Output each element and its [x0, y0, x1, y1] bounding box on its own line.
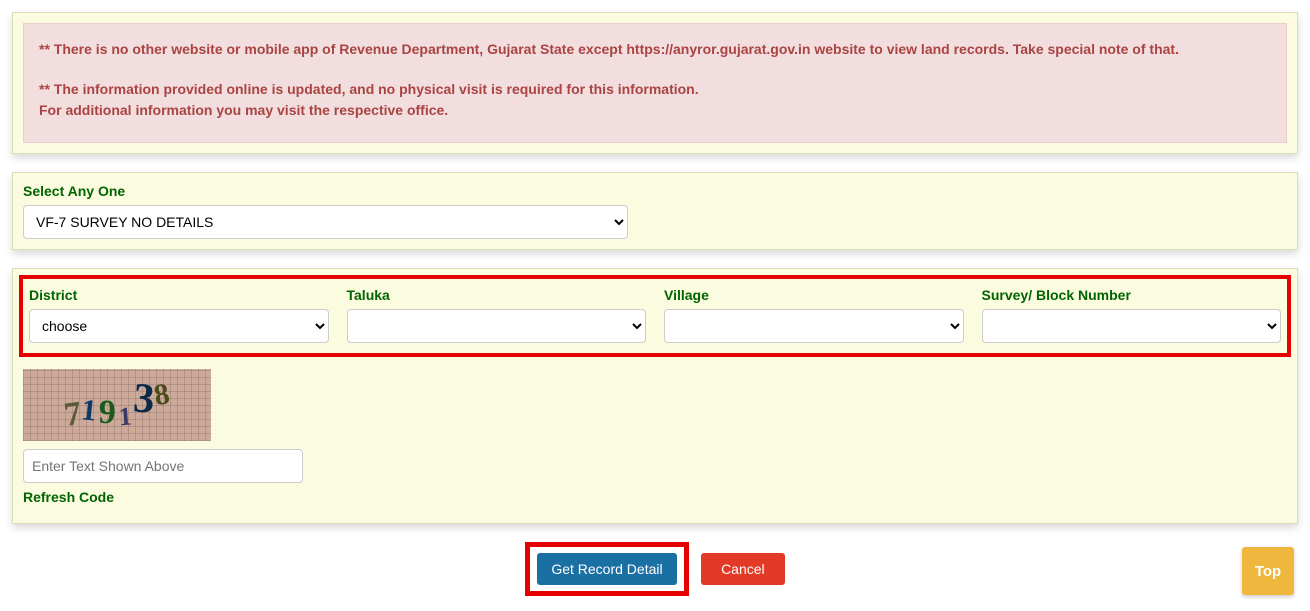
- captcha-char: 9: [97, 394, 117, 433]
- select-one-panel: Select Any One VF-7 SURVEY NO DETAILS: [12, 172, 1298, 250]
- notice-panel: ** There is no other website or mobile a…: [12, 12, 1298, 154]
- survey-label: Survey/ Block Number: [982, 287, 1282, 303]
- criteria-panel: District choose Taluka Village Survey/ B…: [12, 268, 1298, 524]
- taluka-col: Taluka: [347, 287, 647, 343]
- notice-line-3: For additional information you may visit…: [39, 100, 1271, 120]
- get-record-detail-button[interactable]: Get Record Detail: [537, 553, 676, 585]
- district-label: District: [29, 287, 329, 303]
- field-row-highlight: District choose Taluka Village Survey/ B…: [19, 275, 1291, 357]
- captcha-block: 719138 Refresh Code: [23, 369, 303, 507]
- notice-line-1: ** There is no other website or mobile a…: [39, 39, 1271, 59]
- survey-col: Survey/ Block Number: [982, 287, 1282, 343]
- select-one-dropdown[interactable]: VF-7 SURVEY NO DETAILS: [23, 205, 628, 239]
- captcha-char: 1: [79, 393, 99, 429]
- cancel-button[interactable]: Cancel: [701, 553, 785, 585]
- scroll-top-button[interactable]: Top: [1242, 547, 1294, 595]
- survey-select[interactable]: [982, 309, 1282, 343]
- taluka-select[interactable]: [347, 309, 647, 343]
- district-select[interactable]: choose: [29, 309, 329, 343]
- village-label: Village: [664, 287, 964, 303]
- notice-line-2: ** The information provided online is up…: [39, 79, 1271, 99]
- button-row: Get Record Detail Cancel: [12, 542, 1298, 596]
- refresh-code-link[interactable]: Refresh Code: [23, 489, 114, 505]
- captcha-image: 719138: [23, 369, 211, 441]
- notice-box: ** There is no other website or mobile a…: [23, 23, 1287, 143]
- district-col: District choose: [29, 287, 329, 343]
- get-record-highlight: Get Record Detail: [525, 542, 688, 596]
- taluka-label: Taluka: [347, 287, 647, 303]
- village-select[interactable]: [664, 309, 964, 343]
- select-one-label: Select Any One: [23, 183, 1287, 199]
- captcha-input[interactable]: [23, 449, 303, 483]
- village-col: Village: [664, 287, 964, 343]
